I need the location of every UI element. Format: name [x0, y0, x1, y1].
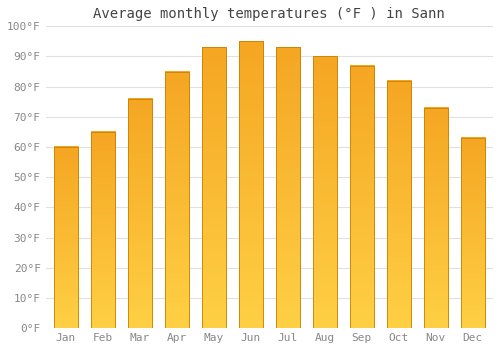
Title: Average monthly temperatures (°F ) in Sann: Average monthly temperatures (°F ) in Sa… — [94, 7, 445, 21]
Bar — [350, 65, 374, 328]
Bar — [128, 99, 152, 328]
Bar — [424, 108, 448, 328]
Bar — [91, 132, 115, 328]
Bar — [202, 47, 226, 328]
Bar — [239, 41, 263, 328]
Bar — [54, 147, 78, 328]
Bar — [313, 56, 337, 328]
Bar — [460, 138, 484, 328]
Bar — [276, 47, 300, 328]
Bar — [386, 80, 411, 328]
Bar — [165, 71, 189, 328]
